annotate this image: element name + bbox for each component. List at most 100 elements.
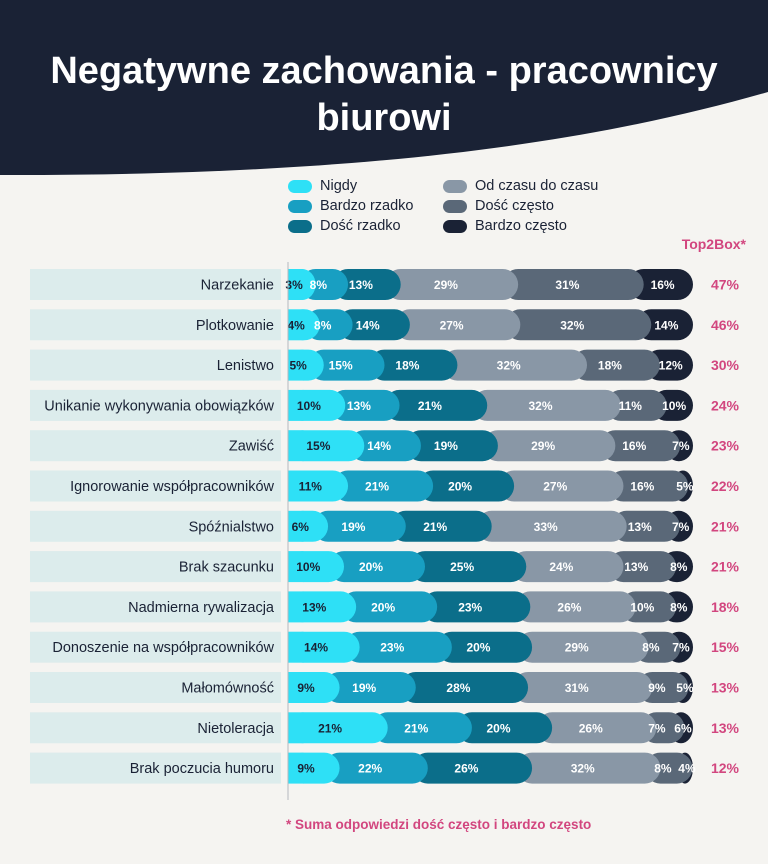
- bar-segment-left-edge: [288, 631, 304, 663]
- bar-segment: [476, 510, 627, 542]
- row-label-background: [30, 712, 281, 744]
- bar-segment-left-edge: [288, 672, 304, 703]
- segment-value-label: 26%: [454, 762, 478, 776]
- bar-segment: [394, 309, 521, 341]
- legend-label: Bardzo często: [475, 218, 567, 234]
- top2box-value: 12%: [711, 760, 740, 776]
- legend-swatch: [288, 179, 312, 193]
- category-label: Ignorowanie współpracowników: [70, 479, 274, 495]
- bar-segment: [635, 309, 693, 341]
- segment-value-label: 13%: [624, 560, 648, 574]
- segment-value-label: 5%: [676, 480, 694, 494]
- row-label-background: [30, 389, 281, 421]
- segment-value-label: 18%: [395, 359, 419, 373]
- segment-value-label: 9%: [297, 681, 315, 695]
- row-label-background: [30, 631, 281, 663]
- bar-segment-left-edge: [288, 470, 304, 502]
- category-label: Narzekanie: [201, 278, 274, 294]
- legend-label: Dość rzadko: [320, 218, 401, 234]
- segment-value-label: 5%: [289, 359, 307, 373]
- category-label: Brak szacunku: [179, 560, 274, 576]
- legend-item: Dość często: [443, 198, 554, 214]
- row-label-background: [30, 752, 281, 784]
- top2box-value: 15%: [711, 639, 740, 655]
- top2box-value: 21%: [711, 559, 740, 575]
- legend-item: Dość rzadko: [288, 218, 401, 234]
- bar-segment: [288, 631, 360, 663]
- segment-value-label: 27%: [543, 480, 567, 494]
- segment-value-label: 33%: [534, 520, 558, 534]
- segment-value-label: 19%: [434, 439, 458, 453]
- segment-value-label: 8%: [654, 762, 672, 776]
- segment-value-label: 28%: [446, 681, 470, 695]
- bar-segment: [324, 752, 428, 784]
- segment-value-label: 26%: [579, 721, 603, 735]
- top2box-value: 13%: [711, 680, 740, 696]
- top2box-value: 47%: [711, 277, 740, 293]
- segment-value-label: 18%: [598, 359, 622, 373]
- segment-value-label: 8%: [642, 641, 660, 655]
- bar-segment: [599, 430, 681, 462]
- bar-segment: [516, 631, 649, 663]
- bar-segment: [516, 752, 661, 784]
- category-label: Lenistwo: [217, 358, 274, 374]
- top2box-value: 22%: [711, 478, 740, 494]
- legend-label: Nigdy: [320, 178, 358, 194]
- segment-value-label: 32%: [571, 762, 595, 776]
- bar-segment: [324, 672, 416, 703]
- legend-item: Bardzo często: [443, 218, 567, 234]
- bar-segment: [536, 712, 657, 744]
- row-label-background: [30, 269, 281, 300]
- segment-value-label: 21%: [423, 520, 447, 534]
- segment-value-label: 8%: [310, 278, 328, 292]
- segment-value-label: 11%: [619, 399, 643, 413]
- bar-segment: [611, 510, 680, 542]
- footnote: * Suma odpowiedzi dość często i bardzo c…: [286, 817, 592, 832]
- segment-value-label: 6%: [674, 721, 692, 735]
- segment-value-label: 14%: [356, 318, 380, 332]
- category-label: Nietoleracja: [197, 721, 274, 737]
- bar-segment: [332, 470, 434, 502]
- legend-swatch: [288, 199, 312, 213]
- segment-value-label: 14%: [367, 439, 391, 453]
- row-label-background: [30, 430, 281, 462]
- segment-value-label: 21%: [365, 480, 389, 494]
- category-label: Zawiść: [229, 439, 274, 455]
- legend-item: Bardzo rzadko: [288, 198, 414, 214]
- segment-value-label: 21%: [318, 721, 342, 735]
- segment-value-label: 8%: [314, 318, 332, 332]
- segment-value-label: 8%: [670, 600, 688, 614]
- segment-value-label: 12%: [659, 359, 683, 373]
- segment-value-label: 26%: [557, 600, 581, 614]
- bar-segment-left-edge: [288, 510, 304, 542]
- segment-value-label: 29%: [434, 278, 458, 292]
- row-label-background: [30, 551, 281, 583]
- bar-segment: [312, 510, 406, 542]
- bar-segment: [328, 551, 425, 583]
- bar-segment: [348, 430, 421, 462]
- row-label-background: [30, 672, 281, 703]
- bar-segment: [456, 712, 553, 744]
- top2box-value: 18%: [711, 599, 740, 615]
- segment-value-label: 10%: [296, 560, 320, 574]
- row-label-background: [30, 591, 281, 623]
- segment-value-label: 13%: [628, 520, 652, 534]
- segment-value-label: 7%: [672, 439, 690, 453]
- bar-segment: [400, 672, 529, 703]
- bar-segment: [288, 430, 365, 462]
- legend-item: Nigdy: [288, 178, 357, 194]
- bar-segment: [514, 591, 636, 623]
- segment-value-label: 5%: [676, 681, 694, 695]
- category-label: Brak poczucia humoru: [130, 761, 274, 777]
- top2box-value: 30%: [711, 357, 740, 373]
- category-label: Donoszenie na współpracowników: [52, 640, 274, 656]
- legend: Nigdy Bardzo rzadko Dość rzadko Od czasu do…: [288, 178, 618, 240]
- segment-value-label: 8%: [670, 560, 688, 574]
- bar-segment: [607, 470, 689, 502]
- bar-segment: [288, 712, 388, 744]
- bar-segment: [417, 470, 515, 502]
- top2box-value: 23%: [711, 438, 740, 454]
- segment-value-label: 22%: [358, 762, 382, 776]
- bar-segment: [412, 752, 533, 784]
- row-label-background: [30, 470, 281, 502]
